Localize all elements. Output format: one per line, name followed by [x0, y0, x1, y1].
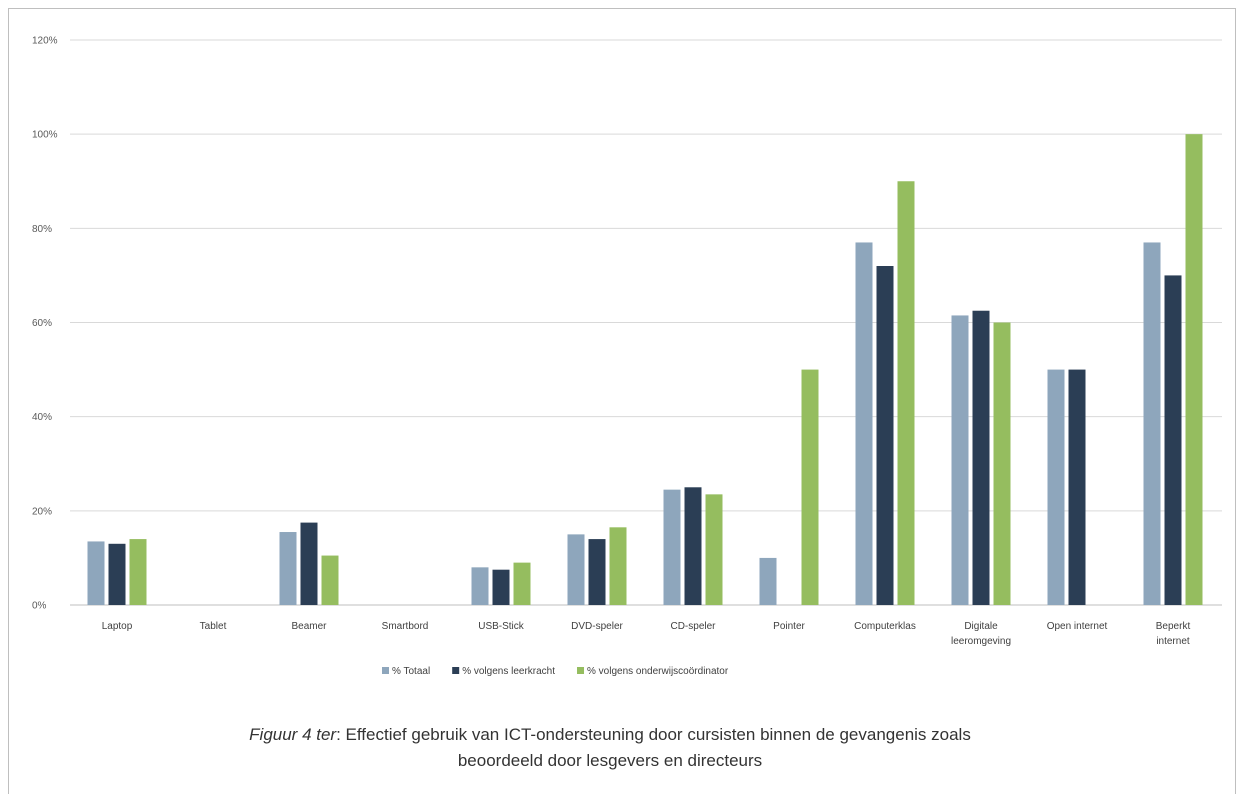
x-category-label: Tablet — [200, 621, 227, 632]
bar — [108, 543, 126, 605]
gridlines — [70, 39, 1222, 606]
chart-frame — [8, 8, 1236, 794]
bar — [609, 527, 627, 605]
bar — [87, 541, 105, 605]
bars — [87, 134, 1203, 606]
caption-text-1: : Effectief gebruik van ICT-ondersteunin… — [336, 725, 971, 744]
bar — [951, 315, 969, 605]
y-tick-label: 20% — [32, 506, 52, 517]
bar — [1068, 369, 1086, 605]
bar — [684, 487, 702, 605]
x-category-label: Beperkt internet — [1156, 621, 1191, 647]
legend-item: % volgens leerkracht — [452, 666, 555, 677]
bar — [567, 534, 585, 605]
legend-item: % Totaal — [382, 666, 430, 677]
y-tick-label: 80% — [32, 224, 52, 235]
bar — [492, 569, 510, 605]
x-category-label: Smartbord — [382, 621, 429, 632]
y-tick-label: 60% — [32, 318, 52, 329]
legend-swatch — [577, 667, 585, 674]
caption-line-1: Figuur 4 ter: Effectief gebruik van ICT-… — [110, 722, 1110, 748]
bar — [855, 242, 873, 606]
x-category-label: USB-Stick — [478, 621, 525, 632]
bar — [1164, 275, 1182, 605]
x-category-label: Beamer — [291, 621, 327, 632]
bar — [801, 369, 819, 605]
bar — [1185, 134, 1203, 605]
legend-label: % volgens onderwijscoördinator — [587, 666, 729, 677]
figure-caption: Figuur 4 ter: Effectief gebruik van ICT-… — [110, 722, 1110, 774]
bar — [876, 266, 894, 605]
bar — [993, 322, 1011, 605]
x-category-label: Laptop — [102, 621, 133, 632]
bar-chart: 0% 20% 40% 60% 80% 100% 120% Laptop Tablet Beame… — [32, 36, 1222, 677]
bar — [300, 522, 318, 605]
y-axis-ticks: 0% 20% 40% 60% 80% 100% 120% — [32, 36, 58, 612]
legend-label: % volgens leerkracht — [462, 666, 555, 677]
bar — [513, 562, 531, 605]
x-category-label: Digitale leeromgeving — [951, 621, 1011, 647]
bar — [471, 567, 489, 605]
bar — [129, 539, 147, 605]
bar — [759, 557, 777, 605]
y-tick-label: 40% — [32, 412, 52, 423]
bar — [1143, 242, 1161, 606]
x-category-label: DVD-speler — [571, 621, 623, 632]
y-tick-label: 120% — [32, 36, 58, 47]
bar — [279, 532, 297, 605]
legend-item: % volgens onderwijscoördinator — [577, 666, 729, 677]
caption-figure-label: Figuur 4 ter — [249, 725, 337, 744]
x-category-label: Pointer — [773, 621, 805, 632]
legend-swatch — [382, 667, 389, 674]
bar — [705, 494, 723, 605]
bar — [588, 539, 606, 605]
x-category-label: CD-speler — [670, 621, 716, 632]
legend-label: % Totaal — [392, 666, 430, 677]
x-axis-categories: Laptop Tablet Beamer Smartbord USB-Stick DVD-… — [102, 621, 1191, 647]
bar — [897, 181, 915, 605]
bar — [972, 310, 990, 605]
bar — [1047, 369, 1065, 605]
bar — [663, 489, 681, 605]
y-tick-label: 100% — [32, 130, 58, 141]
y-tick-label: 0% — [32, 601, 47, 612]
x-category-label: Open internet — [1047, 621, 1108, 632]
bar — [321, 555, 339, 605]
x-category-label: Computerklas — [854, 621, 916, 632]
caption-line-2: beoordeeld door lesgevers en directeurs — [457, 751, 763, 770]
legend: % Totaal % volgens leerkracht % volgens on… — [382, 666, 729, 677]
legend-swatch — [452, 667, 460, 674]
